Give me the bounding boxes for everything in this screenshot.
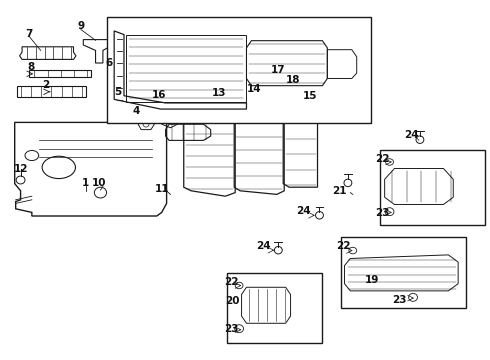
Bar bbox=[227, 273, 322, 343]
Text: 9: 9 bbox=[77, 21, 84, 31]
Text: 24: 24 bbox=[296, 206, 311, 216]
Text: 22: 22 bbox=[336, 241, 350, 251]
Text: 22: 22 bbox=[224, 277, 239, 287]
Text: 5: 5 bbox=[114, 87, 121, 97]
Text: 12: 12 bbox=[13, 164, 28, 174]
Text: 24: 24 bbox=[256, 240, 270, 251]
Text: 18: 18 bbox=[286, 75, 300, 85]
Text: 13: 13 bbox=[212, 88, 227, 98]
Text: 23: 23 bbox=[392, 295, 407, 305]
Text: 16: 16 bbox=[152, 90, 167, 100]
Text: 11: 11 bbox=[154, 184, 169, 194]
Bar bbox=[107, 17, 371, 123]
Text: 19: 19 bbox=[365, 275, 380, 285]
Text: 21: 21 bbox=[332, 186, 347, 196]
Bar bbox=[341, 237, 465, 308]
Text: 7: 7 bbox=[25, 29, 33, 39]
Bar bbox=[380, 150, 485, 225]
Text: 15: 15 bbox=[302, 91, 317, 102]
Text: 20: 20 bbox=[225, 296, 240, 306]
Text: 10: 10 bbox=[92, 178, 106, 188]
Text: 4: 4 bbox=[132, 105, 140, 116]
Text: 1: 1 bbox=[82, 178, 89, 188]
Text: 14: 14 bbox=[246, 84, 261, 94]
Text: 8: 8 bbox=[27, 62, 34, 72]
Text: 17: 17 bbox=[271, 65, 286, 75]
Text: 6: 6 bbox=[105, 58, 112, 68]
Text: 24: 24 bbox=[404, 130, 419, 140]
Text: 2: 2 bbox=[42, 80, 49, 90]
Text: 23: 23 bbox=[224, 324, 239, 334]
Text: 23: 23 bbox=[375, 208, 390, 219]
Text: 22: 22 bbox=[375, 154, 390, 165]
